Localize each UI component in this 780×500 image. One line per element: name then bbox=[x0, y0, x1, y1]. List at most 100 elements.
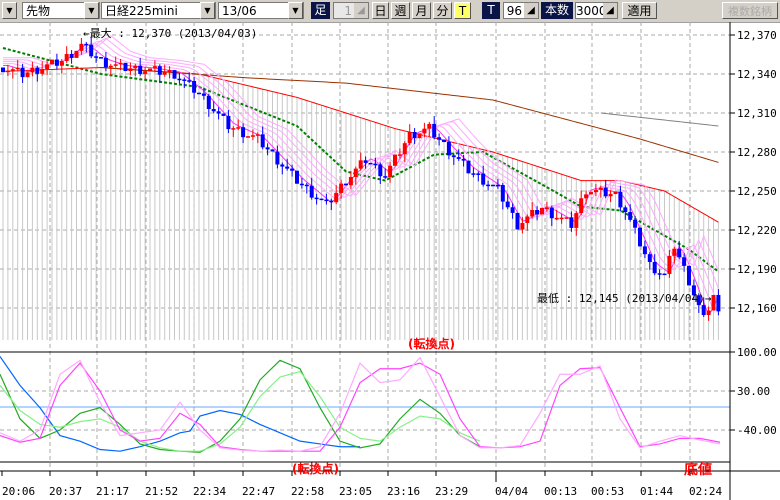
chevron-down-icon[interactable]: ▼ bbox=[288, 2, 303, 19]
candle-down bbox=[451, 155, 456, 158]
apply-button[interactable]: 適用 bbox=[622, 2, 657, 19]
time-tick-label: 22:58 bbox=[291, 485, 324, 498]
menu-dropdown-button[interactable]: ▼ bbox=[2, 2, 17, 19]
candle-up bbox=[672, 248, 677, 256]
candle-up bbox=[574, 213, 579, 228]
candle-down bbox=[84, 43, 89, 46]
ribbon-line bbox=[3, 40, 719, 307]
product-select[interactable]: 日経225mini bbox=[101, 2, 216, 19]
candle-down bbox=[299, 183, 304, 186]
candle-up bbox=[427, 123, 432, 129]
candle-down bbox=[275, 151, 280, 165]
count-spinner[interactable]: 3000 ◢ bbox=[575, 2, 618, 19]
minute-button[interactable]: 分 bbox=[433, 2, 452, 19]
candle-down bbox=[270, 149, 275, 152]
count-label: 本数 bbox=[541, 2, 573, 19]
time-tick-label: 20:06 bbox=[2, 485, 35, 498]
candle-down bbox=[265, 147, 270, 150]
price-tick-label: 12,220 bbox=[737, 224, 777, 237]
period-spinner[interactable]: 1 ◢ bbox=[333, 2, 369, 19]
candle-up bbox=[255, 134, 260, 136]
spinner-icon[interactable]: ◢ bbox=[354, 3, 368, 18]
candle-down bbox=[378, 164, 383, 177]
ribbon-line bbox=[3, 35, 719, 272]
toolbar: ▼ 先物 ▼ 日経225mini ▼ 13/06 ▼ 足 1 ◢ 日 週 月 分 … bbox=[0, 0, 780, 23]
candle-up bbox=[613, 191, 618, 195]
candle-up bbox=[353, 168, 358, 177]
candle-up bbox=[711, 295, 716, 311]
price-tick-label: 12,250 bbox=[737, 185, 777, 198]
time-tick-label: 00:13 bbox=[544, 485, 577, 498]
candle-up bbox=[402, 143, 407, 155]
candle-up bbox=[45, 64, 50, 70]
candle-down bbox=[373, 163, 378, 166]
candle-down bbox=[466, 160, 471, 174]
candle-up bbox=[397, 154, 402, 156]
count-value: 3000 bbox=[576, 4, 607, 18]
chevron-down-icon[interactable]: ▼ bbox=[200, 2, 215, 19]
candle-up bbox=[417, 133, 422, 139]
candles bbox=[1, 36, 721, 321]
candle-up bbox=[50, 59, 54, 65]
oscillator-panel bbox=[0, 351, 730, 463]
candle-up bbox=[554, 217, 559, 220]
time-tick-label: 04/04 bbox=[495, 485, 528, 498]
candle-up bbox=[544, 207, 549, 210]
candle-down bbox=[491, 184, 495, 187]
candle-down bbox=[363, 160, 368, 163]
time-tick-label: 02:24 bbox=[689, 485, 722, 498]
candle-up bbox=[250, 135, 255, 137]
candle-down bbox=[295, 170, 299, 184]
candle-down bbox=[603, 187, 608, 197]
market-select[interactable]: 先物 bbox=[22, 2, 100, 19]
candle-down bbox=[285, 166, 290, 169]
candle-up bbox=[128, 68, 133, 72]
chevron-down-icon[interactable]: ▼ bbox=[84, 2, 99, 19]
price-tick-label: 12,310 bbox=[737, 107, 777, 120]
candle-down bbox=[216, 111, 221, 114]
candle-up bbox=[118, 62, 123, 65]
candle-up bbox=[59, 61, 64, 66]
candle-down bbox=[569, 217, 574, 228]
candle-down bbox=[662, 273, 667, 276]
ribbon-line bbox=[3, 37, 719, 289]
osc-tick-label: -40.00 bbox=[737, 424, 777, 437]
osc-tick-label: 30.00 bbox=[737, 385, 770, 398]
spinner-icon[interactable]: ◢ bbox=[524, 3, 538, 18]
candle-down bbox=[701, 305, 706, 316]
candle-down bbox=[486, 184, 491, 187]
day-button[interactable]: 日 bbox=[372, 2, 389, 19]
time-tick-label: 21:52 bbox=[145, 485, 178, 498]
contract-select[interactable]: 13/06 bbox=[218, 2, 304, 19]
candle-down bbox=[535, 209, 540, 215]
candle-up bbox=[40, 69, 45, 74]
candle-up bbox=[589, 192, 593, 195]
price-chart: 12,370 12,340 12,310 12,280 12,250 12,220 12,1… bbox=[0, 22, 780, 500]
candle-down bbox=[510, 207, 515, 213]
candle-down bbox=[197, 92, 201, 95]
candle-down bbox=[123, 62, 128, 72]
candle-down bbox=[515, 212, 520, 230]
turning-point-bottom: (転換点) bbox=[292, 461, 339, 476]
month-button[interactable]: 月 bbox=[412, 2, 431, 19]
candle-up bbox=[79, 43, 84, 51]
candle-down bbox=[324, 199, 329, 202]
candle-down bbox=[172, 70, 177, 79]
spinner-icon[interactable]: ◢ bbox=[603, 3, 617, 18]
bottom-value-label: 底値 bbox=[684, 461, 712, 478]
week-button[interactable]: 週 bbox=[391, 2, 410, 19]
ma-green-line bbox=[2, 47, 720, 273]
time-tick-label: 23:05 bbox=[339, 485, 372, 498]
candle-up bbox=[246, 136, 250, 138]
osc-blue-line bbox=[0, 356, 360, 452]
t-spinner[interactable]: 96 ◢ bbox=[503, 2, 539, 19]
tick-button[interactable]: T bbox=[454, 2, 471, 19]
osc-tick-label: 100.00 bbox=[737, 346, 777, 359]
candle-up bbox=[559, 217, 564, 220]
candle-down bbox=[221, 113, 226, 116]
candle-down bbox=[344, 183, 348, 186]
candle-up bbox=[74, 50, 79, 58]
candle-down bbox=[54, 59, 59, 66]
candle-down bbox=[691, 285, 696, 296]
multi-symbol-button[interactable]: 複数銘柄 bbox=[722, 2, 778, 19]
